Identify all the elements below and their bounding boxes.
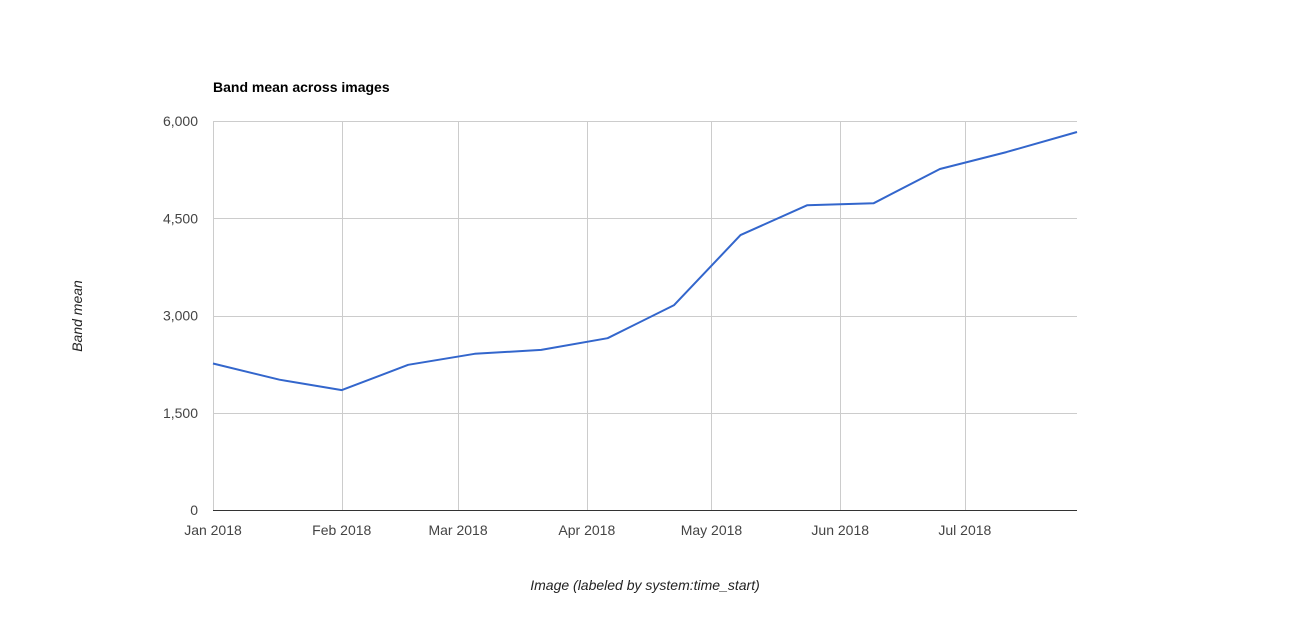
- x-axis-title: Image (labeled by system:time_start): [530, 577, 760, 593]
- chart-title: Band mean across images: [213, 79, 390, 95]
- y-gridlines: [213, 121, 1077, 414]
- x-tick-labels: Jan 2018 Feb 2018 Mar 2018 Apr 2018 May 2018…: [184, 522, 991, 538]
- x-gridlines: [213, 121, 966, 510]
- x-tick-label: Mar 2018: [428, 522, 487, 538]
- y-tick-label: 4,500: [163, 210, 198, 226]
- y-tick-label: 3,000: [163, 308, 198, 324]
- y-tick-label: 0: [190, 502, 198, 518]
- x-tick-label: Jun 2018: [811, 522, 869, 538]
- y-axis-title: Band mean: [69, 280, 85, 352]
- y-tick-label: 1,500: [163, 405, 198, 421]
- x-tick-label: Feb 2018: [312, 522, 371, 538]
- y-tick-labels: 0 1,500 3,000 4,500 6,000: [163, 113, 198, 518]
- x-tick-label: May 2018: [681, 522, 743, 538]
- x-tick-label: Jul 2018: [938, 522, 991, 538]
- x-tick-label: Apr 2018: [558, 522, 615, 538]
- series-layer: [212, 131, 1078, 392]
- x-tick-label: Jan 2018: [184, 522, 242, 538]
- y-tick-label: 6,000: [163, 113, 198, 129]
- series-line: [212, 131, 1078, 392]
